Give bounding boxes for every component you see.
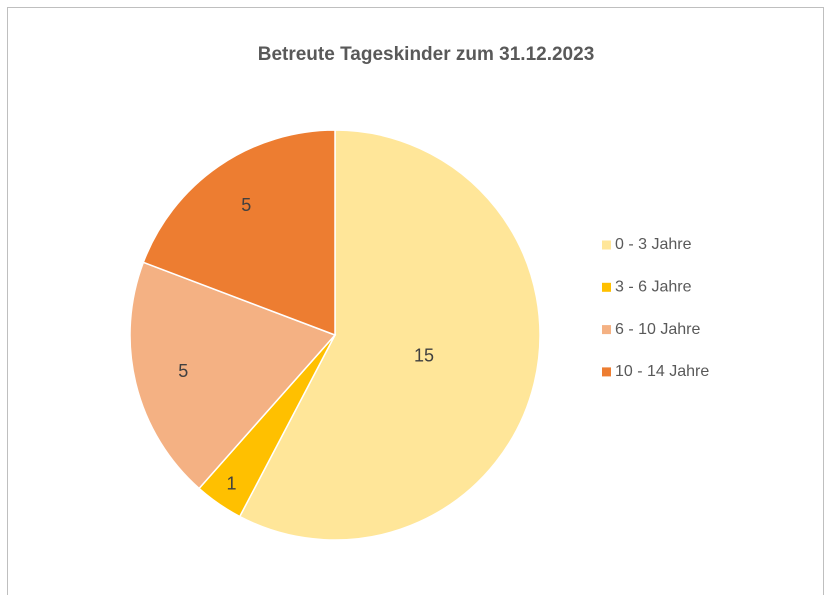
chart-frame <box>7 7 824 595</box>
data-label: 1 <box>227 474 237 494</box>
pie-slice <box>142 129 336 337</box>
legend-label: 6 - 10 Jahre <box>615 321 700 338</box>
data-label: 5 <box>178 361 188 381</box>
legend-label: 10 - 14 Jahre <box>615 363 709 380</box>
chart-title: Betreute Tageskinder zum 31.12.2023 <box>258 44 595 65</box>
legend-swatch <box>602 367 611 377</box>
legend-swatch <box>602 325 611 335</box>
legend-swatch <box>602 282 611 292</box>
pie-slice <box>238 129 541 541</box>
legend-label: 3 - 6 Jahre <box>615 279 692 296</box>
data-label: 5 <box>241 195 251 215</box>
legend-swatch <box>602 240 611 250</box>
data-label: 15 <box>414 346 434 366</box>
pie-slice <box>129 261 337 490</box>
legend-label: 0 - 3 Jahre <box>615 236 692 253</box>
